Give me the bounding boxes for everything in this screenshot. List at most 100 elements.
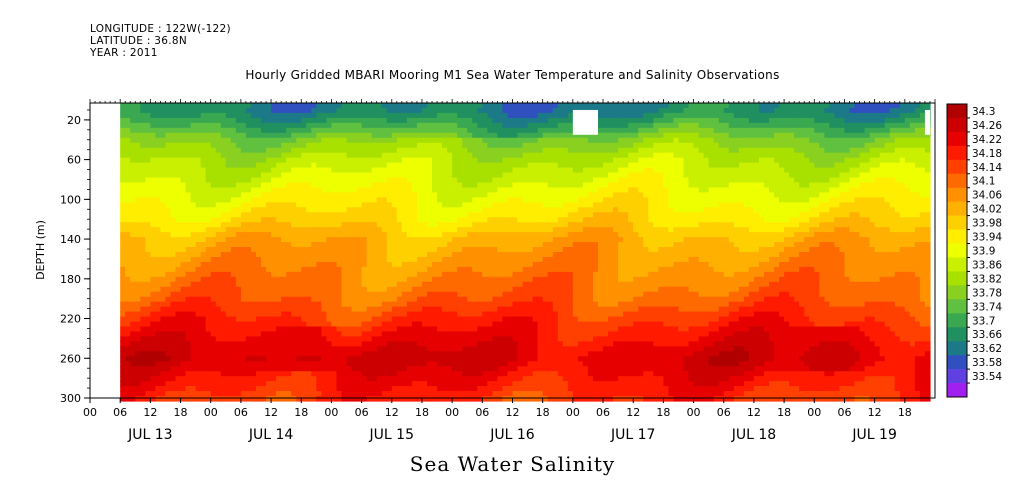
heatmap-cell (125, 192, 131, 198)
heatmap-cell (235, 366, 242, 372)
heatmap-cell (376, 242, 383, 248)
heatmap-cell (195, 162, 202, 169)
heatmap-cell (195, 261, 202, 268)
heatmap-cell (426, 376, 433, 382)
heatmap-cell (281, 391, 287, 397)
heatmap-cell (482, 122, 488, 129)
heatmap-cell (497, 266, 504, 273)
heatmap-cell (235, 157, 242, 164)
heatmap-cell (411, 162, 418, 169)
heatmap-cell (447, 152, 453, 159)
heatmap-cell (336, 351, 343, 357)
heatmap-cell (452, 261, 458, 268)
heatmap-cell (180, 117, 187, 124)
heatmap-cell (356, 281, 363, 288)
heatmap-cell (286, 281, 292, 288)
heatmap-cell (447, 351, 453, 357)
heatmap-cell (477, 346, 483, 352)
heatmap-cell (261, 306, 267, 313)
heatmap-cell (381, 296, 388, 303)
heatmap-cell (366, 316, 373, 323)
heatmap-cell (492, 356, 499, 362)
heatmap-cell (145, 396, 151, 402)
heatmap-cell (472, 237, 478, 243)
heatmap-cell (487, 232, 493, 238)
heatmap-cell (311, 103, 317, 109)
heatmap-cell (155, 237, 162, 243)
heatmap-cell (492, 276, 499, 283)
heatmap-cell (245, 107, 252, 114)
heatmap-cell (442, 351, 448, 357)
heatmap-cell (411, 142, 418, 149)
heatmap-cell (170, 227, 177, 233)
heatmap-cell (432, 222, 438, 228)
heatmap-cell (467, 301, 473, 308)
heatmap-cell (371, 157, 378, 164)
heatmap-cell (346, 232, 353, 238)
heatmap-cell (316, 157, 322, 164)
heatmap-cell (331, 187, 338, 193)
heatmap-cell (452, 336, 458, 342)
heatmap-cell (467, 266, 473, 273)
heatmap-cell (150, 222, 156, 228)
heatmap-cell (487, 356, 493, 362)
heatmap-cell (130, 147, 136, 154)
heatmap-cell (255, 311, 262, 318)
heatmap-cell (376, 212, 383, 218)
heatmap-cell (135, 122, 141, 129)
heatmap-cell (487, 162, 493, 169)
heatmap-cell (316, 256, 322, 263)
heatmap-cell (311, 306, 317, 313)
heatmap-cell (230, 306, 237, 313)
heatmap-cell (537, 147, 544, 154)
heatmap-cell (381, 251, 388, 258)
heatmap-cell (250, 331, 257, 338)
heatmap-cell (261, 366, 267, 372)
heatmap-cell (356, 341, 363, 347)
heatmap-cell (462, 137, 468, 144)
heatmap-cell (190, 371, 197, 377)
heatmap-cell (366, 122, 373, 129)
heatmap-cell (492, 371, 499, 377)
heatmap-cell (452, 122, 458, 129)
heatmap-cell (346, 217, 353, 223)
heatmap-cell (240, 251, 247, 258)
heatmap-cell (432, 281, 438, 288)
heatmap-cell (391, 286, 398, 293)
heatmap-cell (220, 311, 227, 318)
heatmap-cell (361, 157, 368, 164)
heatmap-cell (120, 112, 126, 119)
heatmap-cell (346, 112, 353, 119)
heatmap-cell (401, 217, 408, 223)
heatmap-cell (255, 103, 262, 109)
heatmap-cell (351, 247, 358, 253)
heatmap-cell (175, 381, 182, 387)
heatmap-cell (200, 271, 207, 278)
heatmap-cell (261, 227, 267, 233)
heatmap-cell (361, 232, 368, 238)
heatmap-cell (366, 386, 373, 392)
heatmap-cell (165, 112, 172, 119)
heatmap-cell (155, 137, 162, 144)
heatmap-cell (125, 117, 131, 124)
heatmap-cell (145, 237, 151, 243)
heatmap-cell (276, 147, 282, 154)
heatmap-cell (215, 177, 222, 184)
heatmap-cell (200, 172, 207, 179)
heatmap-cell (457, 266, 463, 273)
heatmap-cell (416, 122, 423, 129)
heatmap-cell (195, 316, 202, 323)
heatmap-cell (200, 356, 207, 362)
heatmap-cell (492, 256, 499, 263)
heatmap-cell (276, 157, 282, 164)
heatmap-cell (160, 142, 167, 149)
heatmap-cell (250, 356, 257, 362)
heatmap-cell (341, 366, 348, 372)
heatmap-cell (401, 132, 408, 139)
heatmap-cell (155, 276, 162, 283)
heatmap-cell (472, 107, 478, 114)
heatmap-cell (416, 286, 423, 293)
heatmap-cell (452, 371, 458, 377)
heatmap-cell (401, 251, 408, 258)
heatmap-cell (205, 351, 212, 357)
